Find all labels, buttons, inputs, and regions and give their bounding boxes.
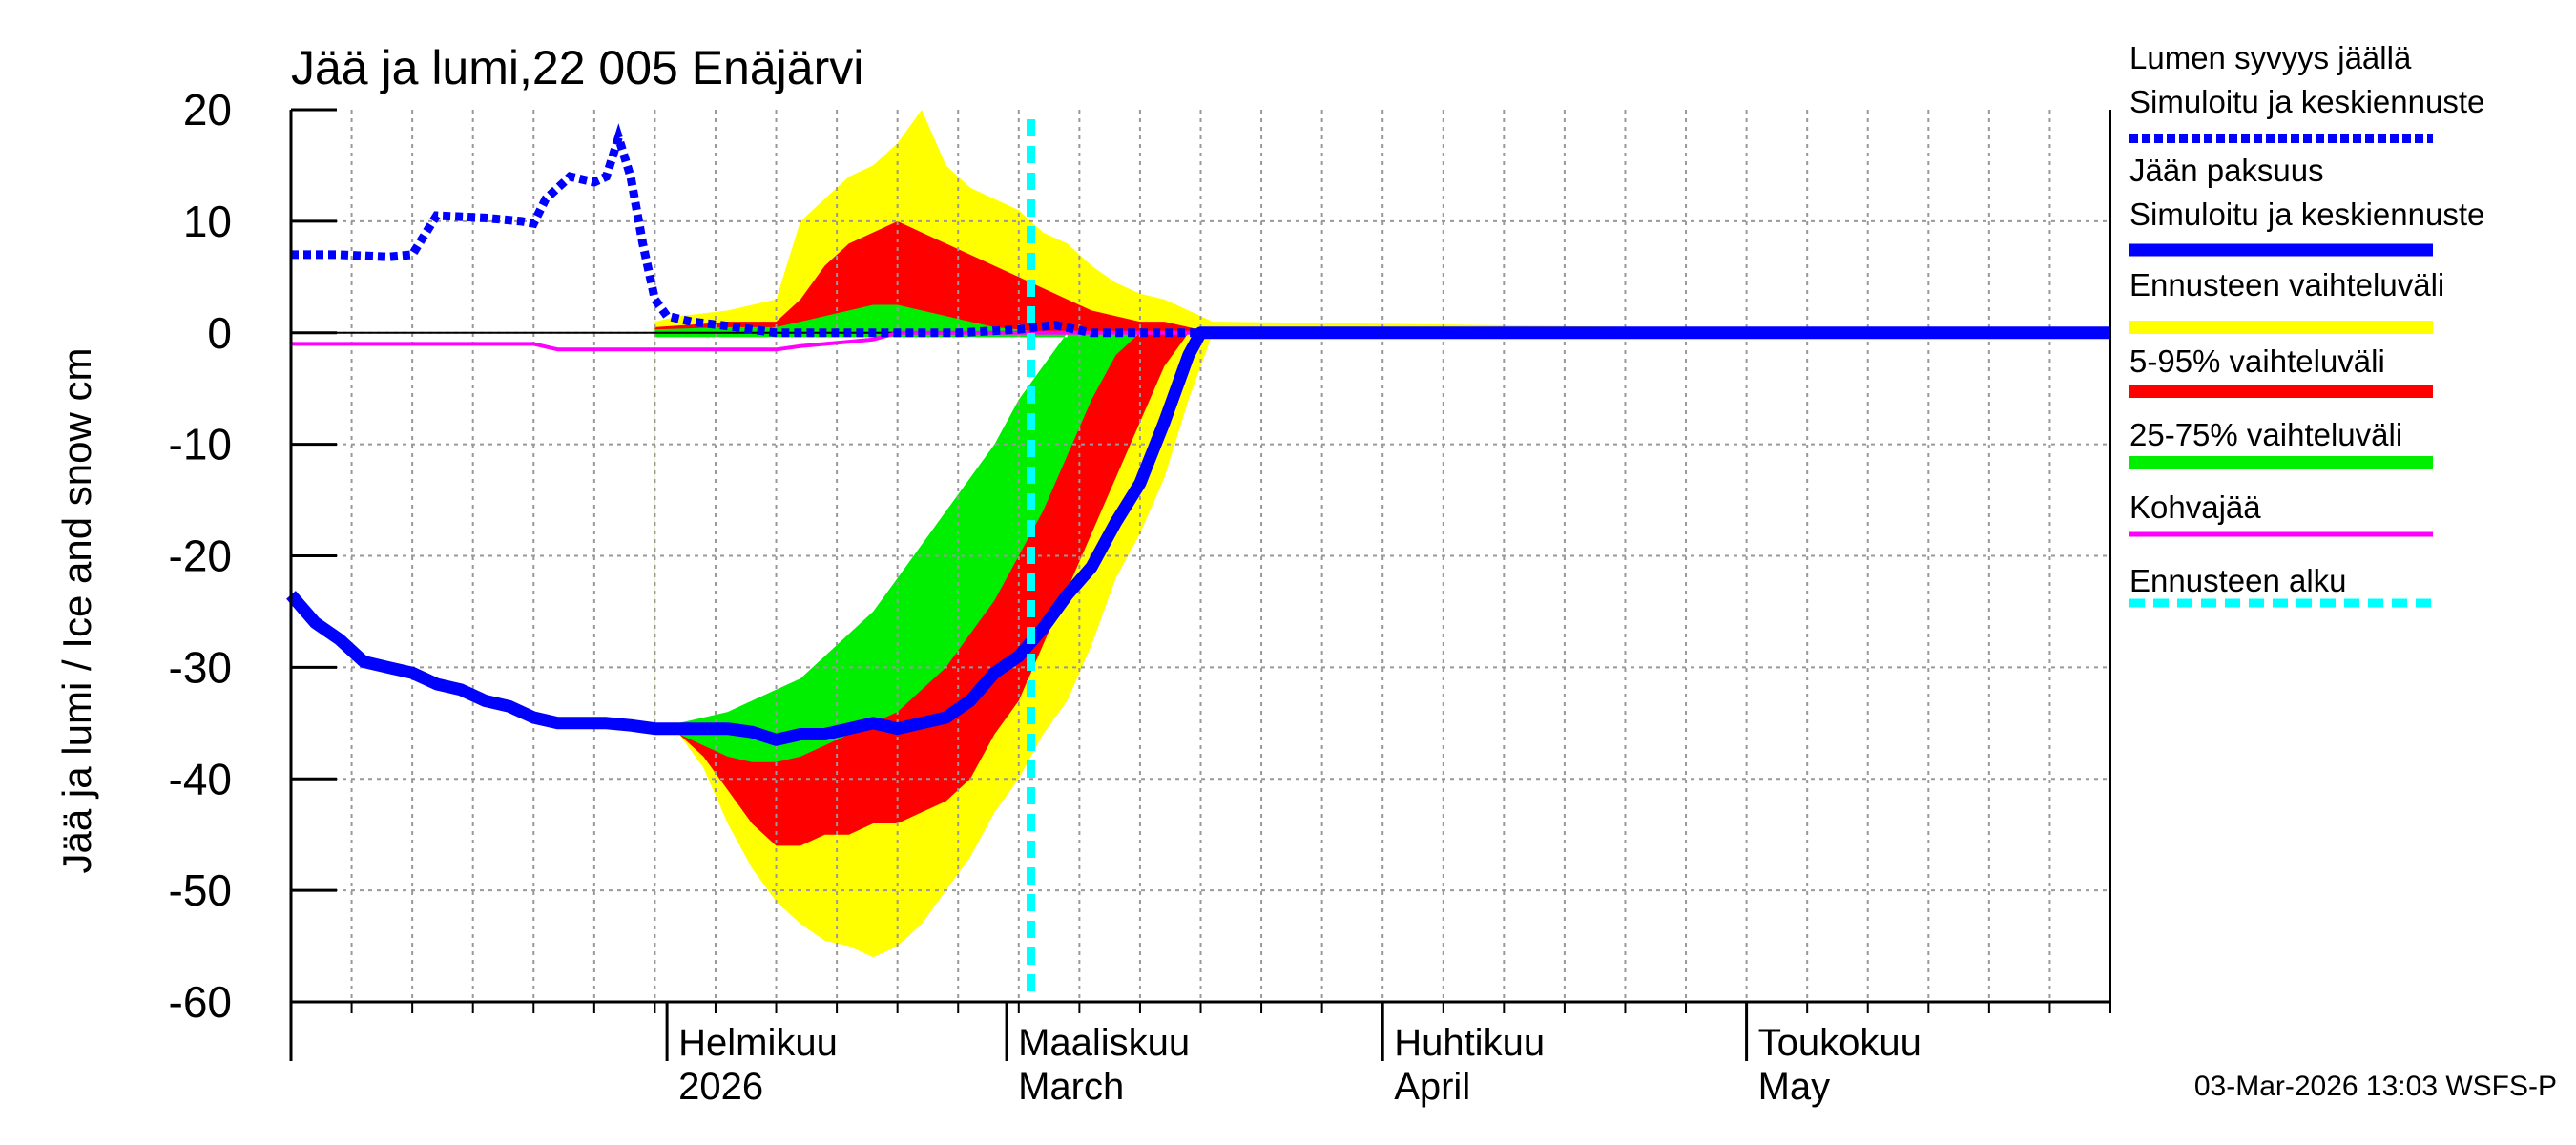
y-tick-label: 0: [207, 308, 232, 358]
chart-title: Jää ja lumi,22 005 Enäjärvi: [291, 41, 863, 94]
legend-label: Jään paksuus: [2129, 153, 2324, 188]
y-tick-label: 10: [183, 197, 232, 246]
legend-label: Kohvajää: [2129, 489, 2261, 525]
y-tick-label: -20: [169, 531, 232, 581]
legend-label: 25-75% vaihteluväli: [2129, 417, 2402, 452]
month-label: Toukokuu: [1758, 1022, 1922, 1064]
y-tick-label: -40: [169, 754, 232, 803]
y-tick-label: -60: [169, 977, 232, 1027]
footer-timestamp: 03-Mar-2026 13:03 WSFS-P: [2194, 1071, 2557, 1102]
y-axis-label: Jää ja lumi / Ice and snow cm: [54, 348, 99, 874]
grid-lines: [291, 110, 2110, 1002]
legend-label: Ennusteen alku: [2129, 563, 2347, 598]
snow-depth-line: [291, 123, 2110, 338]
legend-sublabel: Simuloitu ja keskiennuste: [2129, 197, 2484, 232]
legend-sublabel: Simuloitu ja keskiennuste: [2129, 84, 2484, 119]
series-lines: [286, 119, 2110, 1002]
month-sublabel: May: [1758, 1066, 1831, 1108]
month-sublabel: April: [1394, 1066, 1470, 1108]
month-sublabel: March: [1018, 1066, 1124, 1108]
month-label: Maaliskuu: [1018, 1022, 1190, 1064]
band-3-gap: [654, 332, 1068, 723]
y-tick-label: -10: [169, 420, 232, 469]
month-label: Huhtikuu: [1394, 1022, 1545, 1064]
month-label: Helmikuu: [678, 1022, 838, 1064]
legend-label: Ennusteen vaihteluväli: [2129, 267, 2444, 302]
legend-label: Lumen syvyys jäällä: [2129, 40, 2412, 75]
ice-thickness-line: [286, 326, 2110, 746]
y-tick-label: -30: [169, 642, 232, 692]
y-tick-label: -50: [169, 865, 232, 915]
y-tick-label: 20: [183, 85, 232, 135]
legend-label: 5-95% vaihteluväli: [2129, 344, 2385, 379]
legend: Lumen syvyys jäällä Simuloitu ja keskienn…: [2129, 40, 2484, 608]
month-sublabel: 2026: [678, 1066, 763, 1108]
